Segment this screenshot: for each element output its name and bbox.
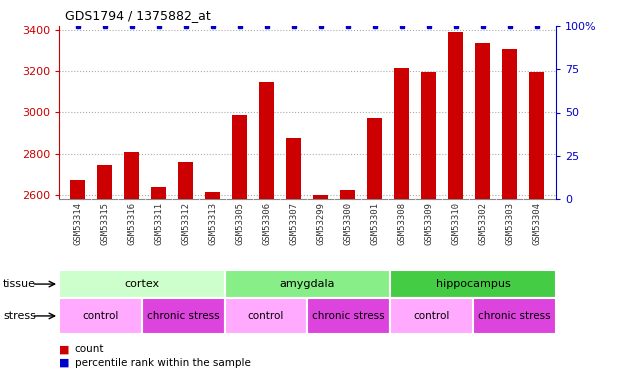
Text: chronic stress: chronic stress [147, 311, 219, 321]
Bar [225, 270, 390, 298]
Bar [314, 195, 329, 199]
Text: GSM53309: GSM53309 [424, 202, 433, 245]
Text: count: count [75, 344, 104, 354]
Text: amygdala: amygdala [279, 279, 335, 289]
Bar [368, 118, 383, 199]
Bar [59, 298, 142, 334]
Bar [178, 162, 193, 199]
Text: GSM53315: GSM53315 [101, 202, 109, 245]
Bar [59, 270, 225, 298]
Text: control: control [82, 311, 119, 321]
Bar [142, 298, 225, 334]
Bar [70, 180, 85, 199]
Text: percentile rank within the sample: percentile rank within the sample [75, 357, 250, 368]
Text: stress: stress [3, 311, 36, 321]
Text: GSM53301: GSM53301 [370, 202, 379, 245]
Text: GSM53310: GSM53310 [451, 202, 460, 245]
Text: GDS1794 / 1375882_at: GDS1794 / 1375882_at [65, 9, 211, 22]
Text: ■: ■ [59, 357, 70, 368]
Text: tissue: tissue [3, 279, 36, 289]
Text: GSM53307: GSM53307 [289, 202, 299, 245]
Text: GSM53303: GSM53303 [505, 202, 514, 245]
Text: GSM53312: GSM53312 [181, 202, 191, 245]
Text: GSM53300: GSM53300 [343, 202, 352, 245]
Bar [390, 298, 473, 334]
Text: GSM53299: GSM53299 [316, 202, 325, 245]
Text: chronic stress: chronic stress [312, 311, 385, 321]
Text: GSM53313: GSM53313 [209, 202, 217, 245]
Bar [307, 298, 390, 334]
Text: GSM53308: GSM53308 [397, 202, 406, 245]
Bar [340, 189, 355, 199]
Text: GSM53311: GSM53311 [155, 202, 163, 245]
Bar [225, 298, 307, 334]
Text: ■: ■ [59, 344, 70, 354]
Bar [152, 188, 166, 199]
Text: GSM53306: GSM53306 [263, 202, 271, 245]
Text: GSM53314: GSM53314 [73, 202, 83, 245]
Text: GSM53302: GSM53302 [478, 202, 487, 245]
Text: hippocampus: hippocampus [435, 279, 510, 289]
Bar [476, 43, 491, 199]
Bar [473, 298, 556, 334]
Bar [448, 32, 463, 199]
Bar [422, 72, 437, 199]
Bar [286, 138, 301, 199]
Text: GSM53316: GSM53316 [127, 202, 137, 245]
Text: control: control [414, 311, 450, 321]
Bar [124, 152, 139, 199]
Bar [394, 68, 409, 199]
Text: chronic stress: chronic stress [478, 311, 551, 321]
Bar [97, 165, 112, 199]
Bar [530, 72, 545, 199]
Bar [232, 114, 247, 199]
Text: control: control [248, 311, 284, 321]
Bar [502, 49, 517, 199]
Bar [260, 82, 274, 199]
Text: cortex: cortex [124, 279, 160, 289]
Bar [206, 192, 220, 199]
Text: GSM53305: GSM53305 [235, 202, 245, 245]
Text: GSM53304: GSM53304 [532, 202, 542, 245]
Bar [390, 270, 556, 298]
